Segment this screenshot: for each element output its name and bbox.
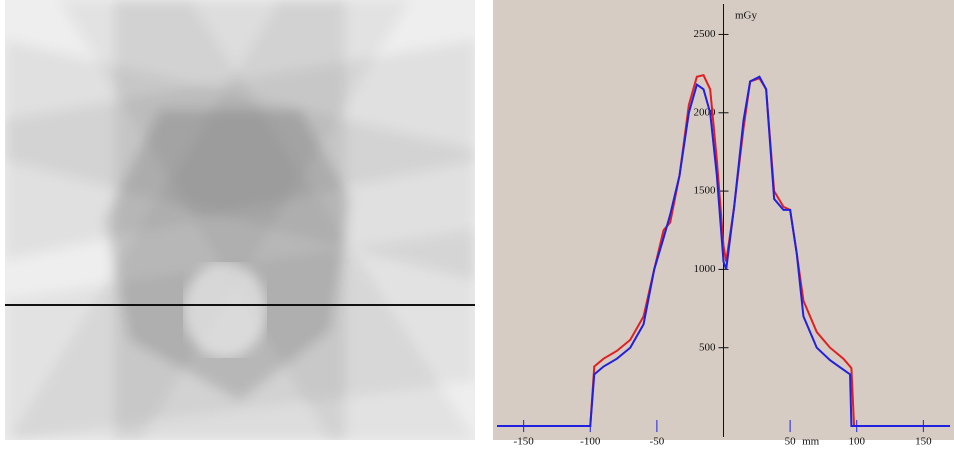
y-tick-label: 500	[699, 341, 716, 353]
x-tick-label: -100	[580, 436, 601, 448]
x-tick-label: 150	[915, 436, 932, 448]
y-tick-label: 1000	[694, 263, 717, 275]
y-tick-label: 2500	[694, 28, 717, 40]
x-tick-label: 50	[785, 436, 797, 448]
x-tick-label: -50	[650, 436, 665, 448]
x-tick-label: 100	[848, 436, 865, 448]
x-tick-label: -150	[514, 436, 535, 448]
profile-line	[497, 75, 950, 428]
dose-image	[5, 0, 475, 440]
y-axis-label: mGy	[735, 10, 758, 22]
x-axis-label: mm	[802, 436, 820, 448]
y-tick-label: 1500	[694, 185, 717, 197]
